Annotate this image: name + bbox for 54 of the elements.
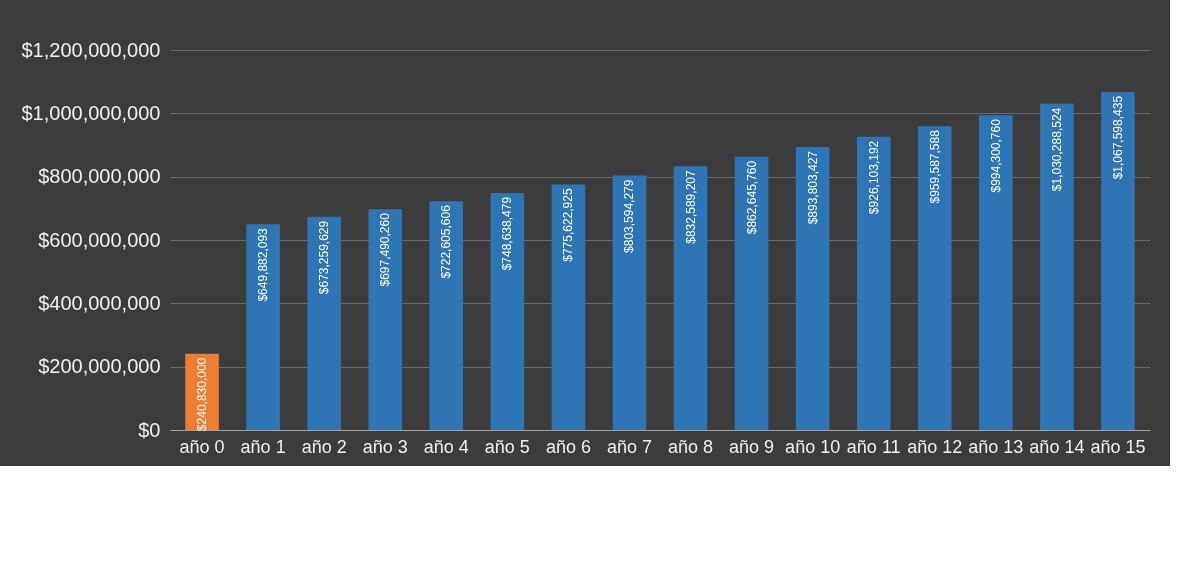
y-tick-label: $400,000,000 bbox=[38, 291, 161, 314]
bar bbox=[551, 184, 586, 430]
y-tick-label: $600,000,000 bbox=[38, 228, 161, 251]
x-tick-label: año 6 bbox=[545, 436, 591, 457]
data-label: $959,587,588 bbox=[927, 129, 942, 204]
x-tick-label: año 2 bbox=[301, 436, 347, 457]
x-tick-label: año 15 bbox=[1090, 436, 1146, 457]
data-label: $697,490,260 bbox=[378, 212, 393, 287]
x-tick-label: año 5 bbox=[484, 436, 530, 457]
bar bbox=[612, 175, 647, 430]
bar bbox=[856, 136, 891, 430]
bar bbox=[979, 115, 1013, 430]
x-tick-label: año 1 bbox=[240, 436, 286, 457]
x-tick-label: año 0 bbox=[179, 436, 225, 457]
data-label: $862,645,760 bbox=[744, 160, 759, 235]
bar bbox=[734, 156, 769, 430]
bar bbox=[429, 201, 464, 430]
data-label: $649,882,093 bbox=[256, 227, 271, 302]
bar bbox=[368, 209, 403, 430]
bar bbox=[1101, 91, 1135, 430]
bar bbox=[307, 216, 341, 430]
x-tick-label: año 12 bbox=[907, 436, 963, 457]
data-label: $1,030,288,524 bbox=[1049, 107, 1064, 192]
y-tick-label: $1,200,000,000 bbox=[21, 38, 161, 61]
y-tick-label: $1,000,000,000 bbox=[21, 101, 161, 124]
data-label: $803,594,279 bbox=[622, 179, 637, 253]
data-label: $748,638,479 bbox=[500, 196, 515, 271]
bar bbox=[673, 166, 708, 430]
data-label: $893,803,427 bbox=[805, 150, 820, 225]
x-tick-label: año 8 bbox=[668, 436, 714, 457]
y-tick-label: $800,000,000 bbox=[38, 165, 161, 188]
x-tick-label: año 11 bbox=[846, 436, 901, 457]
data-label: $994,300,760 bbox=[988, 118, 1003, 193]
x-tick-label: año 13 bbox=[968, 436, 1024, 457]
bar bbox=[490, 192, 525, 430]
x-tick-label: año 3 bbox=[362, 436, 408, 457]
x-tick-label: año 9 bbox=[729, 436, 775, 457]
data-label: $926,103,192 bbox=[866, 140, 881, 215]
x-tick-label: año 10 bbox=[785, 436, 841, 457]
y-tick-label: $200,000,000 bbox=[38, 355, 161, 378]
data-label: $722,605,606 bbox=[439, 204, 454, 279]
x-tick-label: año 14 bbox=[1029, 436, 1085, 457]
data-label: $673,259,629 bbox=[317, 220, 332, 295]
y-tick-label: $0 bbox=[138, 418, 161, 441]
data-label: $1,067,598,435 bbox=[1110, 95, 1125, 180]
data-label: $775,622,925 bbox=[561, 188, 576, 262]
bar bbox=[246, 224, 280, 430]
x-tick-label: año 4 bbox=[423, 436, 469, 457]
data-label: $832,589,207 bbox=[683, 170, 698, 244]
bar bbox=[1040, 103, 1074, 430]
bar bbox=[795, 146, 830, 430]
data-label: $240,830,000 bbox=[195, 357, 210, 432]
bar bbox=[917, 126, 952, 430]
x-tick-label: año 7 bbox=[606, 436, 652, 457]
